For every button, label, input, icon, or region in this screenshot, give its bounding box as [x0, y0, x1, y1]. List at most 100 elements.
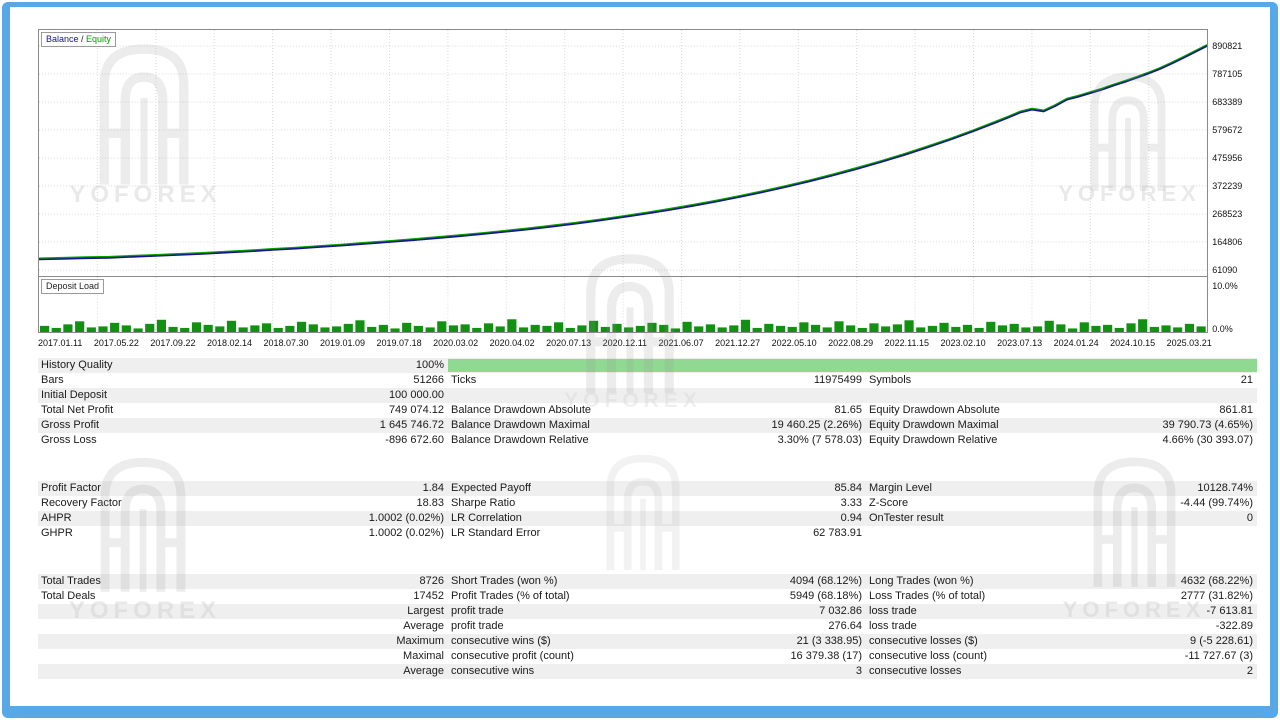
- stat-value: 7 032.86: [819, 605, 862, 617]
- stat-row: Profit Factor 1.84 Expected Payoff 85.84 Mar…: [38, 481, 1257, 496]
- stat-value: 0: [1246, 512, 1253, 524]
- stat-label: Equity Drawdown Relative: [869, 434, 998, 446]
- y-axis-label: 268523: [1212, 209, 1243, 219]
- stat-value: 1.84: [422, 482, 444, 494]
- stat-value: 62 783.91: [813, 527, 862, 539]
- stat-label: LR Standard Error: [451, 527, 541, 539]
- stat-label: Gross Loss: [41, 434, 97, 446]
- stat-label: Initial Deposit: [41, 389, 108, 401]
- stat-label: Total Deals: [41, 590, 96, 602]
- stat-value: -11 727.67 (3): [1184, 650, 1253, 662]
- history-quality-bar: [448, 359, 1257, 372]
- stat-row: AHPR 1.0002 (0.02%) LR Correlation 0.94 OnTe…: [38, 511, 1257, 526]
- stat-label: profit trade: [451, 605, 504, 617]
- legend-equity-label: Equity: [86, 34, 112, 44]
- x-axis-label: 2018.02.14: [206, 338, 252, 348]
- x-axis-label: 2022.05.10: [771, 338, 817, 348]
- stat-label: consecutive loss (count): [869, 650, 987, 662]
- stat-row: Average consecutive wins 3 consecutive loss…: [38, 664, 1257, 679]
- stat-label: LR Correlation: [451, 512, 522, 524]
- chart-area: Balance / Equity Deposit Load 890821 7871…: [38, 29, 1264, 335]
- legend-balance-label: Balance: [46, 34, 79, 44]
- x-axis-label: 2023.07.13: [997, 338, 1043, 348]
- stat-label: OnTester result: [869, 512, 944, 524]
- stat-row: Average profit trade 276.64 loss trade -322.…: [38, 619, 1257, 634]
- x-axis-label: 2017.09.22: [150, 338, 196, 348]
- stats-table: History Quality 100% Bars 51266 Ticks 1197549…: [38, 358, 1257, 679]
- stat-value: 18.83: [416, 497, 444, 509]
- stat-value: Maximum: [396, 635, 444, 647]
- stat-row: Total Deals 17452 Profit Trades (% of tota…: [38, 589, 1257, 604]
- deposit-max-label: 10.0%: [1212, 281, 1238, 291]
- stat-value: -7 613.81: [1206, 605, 1253, 617]
- y-axis-label: 890821: [1212, 41, 1243, 51]
- stat-value: 8726: [419, 575, 444, 587]
- stat-value: 81.65: [834, 404, 862, 416]
- stat-label: Recovery Factor: [41, 497, 122, 509]
- x-axis-label: 2022.08.29: [828, 338, 874, 348]
- stat-value: 1.0002 (0.02%): [368, 512, 444, 524]
- stat-label: Profit Trades (% of total): [451, 590, 570, 602]
- deposit-min-label: 0.0%: [1212, 324, 1233, 334]
- x-axis-label: 2021.12.27: [715, 338, 761, 348]
- stat-label: Total Trades: [41, 575, 101, 587]
- stat-row: Gross Loss -896 672.60 Balance Drawdown Re…: [38, 433, 1257, 448]
- stat-value: 100%: [415, 359, 444, 371]
- chart-legend: Balance / Equity: [41, 32, 117, 47]
- y-axis-label: 164806: [1212, 237, 1243, 247]
- deposit-load-plot: [39, 277, 1206, 332]
- x-axis-label: 2025.03.21: [1166, 338, 1212, 348]
- x-axis: 2017.01.11 2017.05.22 2017.09.22 2018.02.14…: [38, 335, 1212, 350]
- stat-value: 100 000.00: [388, 389, 444, 401]
- stat-value: 39 790.73 (4.65%): [1162, 419, 1253, 431]
- stat-value: 85.84: [834, 482, 862, 494]
- stat-value: Maximal: [403, 650, 444, 662]
- deposit-load-chart: Deposit Load: [38, 277, 1209, 333]
- x-axis-label: 2017.01.11: [38, 338, 83, 348]
- stat-value: 51266: [413, 374, 444, 386]
- stat-value: -4.44 (99.74%): [1180, 497, 1253, 509]
- stat-label: AHPR: [41, 512, 72, 524]
- stat-value: 10128.74%: [1197, 482, 1253, 494]
- stat-value: 276.64: [828, 620, 862, 632]
- stat-label: Gross Profit: [41, 419, 100, 431]
- stat-value: 11975499: [813, 374, 862, 386]
- stat-label: consecutive wins ($): [451, 635, 551, 647]
- stat-row: Largest profit trade 7 032.86 loss trade -7 …: [38, 604, 1257, 619]
- x-axis-label: 2018.07.30: [263, 338, 309, 348]
- stat-label: GHPR: [41, 527, 73, 539]
- y-axis-label: 372239: [1212, 181, 1243, 191]
- stat-row: History Quality 100%: [38, 358, 1257, 373]
- stat-label: Z-Score: [869, 497, 909, 509]
- stat-value: 1.0002 (0.02%): [368, 527, 444, 539]
- x-axis-label: 2020.04.02: [489, 338, 535, 348]
- stat-value: 21 (3 338.95): [796, 635, 862, 647]
- table-spacer: [38, 448, 1257, 481]
- stat-label: consecutive losses: [869, 665, 962, 677]
- chart-column: Balance / Equity Deposit Load: [38, 29, 1209, 335]
- stat-value: 3.30% (7 578.03): [777, 434, 862, 446]
- stat-value: -322.89: [1215, 620, 1253, 632]
- y-axis-label: 475956: [1212, 153, 1243, 163]
- stat-label: loss trade: [869, 620, 917, 632]
- legend-separator: /: [78, 34, 87, 44]
- x-axis-label: 2017.05.22: [93, 338, 139, 348]
- stat-value: 861.81: [1219, 404, 1253, 416]
- stat-label: loss trade: [869, 605, 917, 617]
- stat-value: 0.94: [840, 512, 862, 524]
- stat-row: Total Net Profit 749 074.12 Balance Drawdo…: [38, 403, 1257, 418]
- stat-label: consecutive profit (count): [451, 650, 574, 662]
- table-spacer: [38, 541, 1257, 574]
- x-axis-label: 2022.11.15: [884, 338, 930, 348]
- y-axis-label: 579672: [1212, 125, 1243, 135]
- x-axis-label: 2024.01.24: [1053, 338, 1099, 348]
- x-axis-label: 2021.06.07: [658, 338, 704, 348]
- stat-label: Sharpe Ratio: [451, 497, 516, 509]
- stat-label: History Quality: [41, 359, 113, 371]
- stat-row: Bars 51266 Ticks 11975499 Symbols 21: [38, 373, 1257, 388]
- x-axis-label: 2019.01.09: [320, 338, 366, 348]
- stat-label: Balance Drawdown Maximal: [451, 419, 590, 431]
- stat-label: Balance Drawdown Relative: [451, 434, 589, 446]
- stat-value: 9 (-5 228.61): [1190, 635, 1253, 647]
- stat-label: Short Trades (won %): [451, 575, 558, 587]
